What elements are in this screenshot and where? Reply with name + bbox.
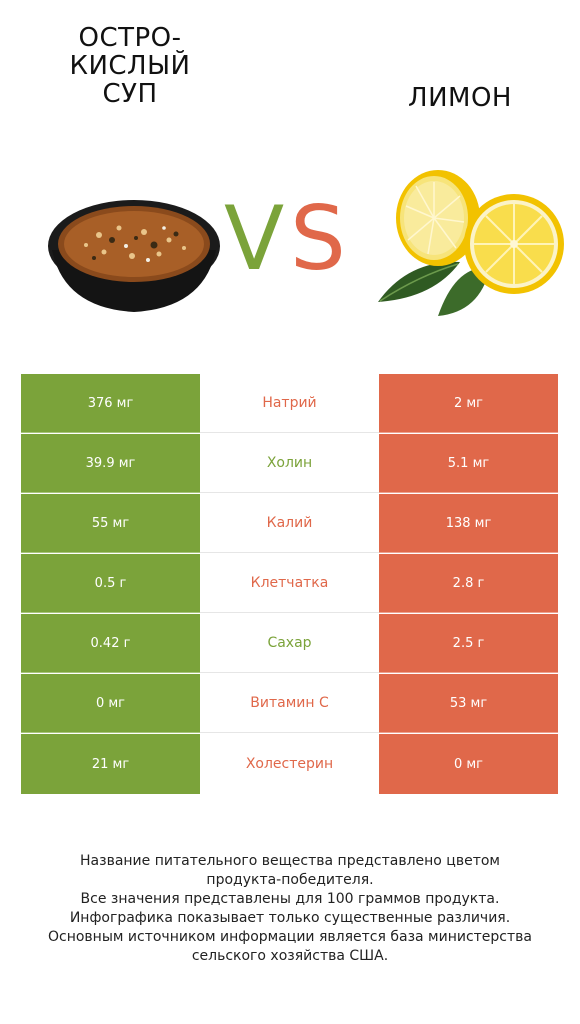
left-value: 21 мг — [21, 734, 200, 794]
left-value: 376 мг — [21, 374, 200, 433]
left-title-line: СУП — [102, 79, 158, 109]
table-row: 0 мг Витамин C 53 мг — [21, 674, 558, 734]
right-value: 2.8 г — [379, 554, 558, 613]
table-row: 0.42 г Сахар 2.5 г — [21, 614, 558, 674]
comparison-table: 376 мг Натрий 2 мг 39.9 мг Холин 5.1 мг 55 мг К… — [21, 374, 558, 794]
right-value: 53 мг — [379, 674, 558, 733]
versus-label: V S — [224, 194, 354, 290]
right-value: 138 мг — [379, 494, 558, 553]
table-row: 21 мг Холестерин 0 мг — [21, 734, 558, 794]
right-title-line: ЛИМОН — [408, 83, 512, 113]
right-value: 5.1 мг — [379, 434, 558, 493]
right-value: 2 мг — [379, 374, 558, 433]
vs-letter-v: V — [224, 187, 285, 290]
soup-bowl-icon — [48, 200, 220, 312]
right-value: 0 мг — [379, 734, 558, 794]
left-product-title: ОСТРО- КИСЛЫЙ СУП — [0, 24, 260, 108]
left-value: 0.5 г — [21, 554, 200, 613]
table-row: 39.9 мг Холин 5.1 мг — [21, 434, 558, 494]
right-product-title: ЛИМОН — [360, 84, 560, 112]
nutrient-name: Калий — [200, 494, 379, 553]
nutrient-name: Витамин C — [200, 674, 379, 733]
left-value: 0.42 г — [21, 614, 200, 673]
footer-note: Название питательного вещества представл… — [20, 852, 560, 966]
lemon-icon — [378, 170, 564, 316]
footer-line: Инфографика показывает только существенн… — [69, 910, 511, 926]
footer-line: продукта-победителя. — [206, 872, 374, 888]
nutrient-name: Холин — [200, 434, 379, 493]
nutrient-name: Натрий — [200, 374, 379, 433]
left-value: 0 мг — [21, 674, 200, 733]
left-value: 55 мг — [21, 494, 200, 553]
footer-line: сельского хозяйства США. — [191, 948, 389, 964]
nutrient-name: Клетчатка — [200, 554, 379, 613]
nutrient-name: Холестерин — [200, 734, 379, 794]
table-row: 376 мг Натрий 2 мг — [21, 374, 558, 434]
footer-line: Основным источником информации является … — [48, 929, 532, 945]
footer-line: Все значения представлены для 100 граммо… — [80, 891, 500, 907]
right-value: 2.5 г — [379, 614, 558, 673]
footer-line: Название питательного вещества представл… — [80, 853, 500, 869]
vs-letter-s: S — [290, 187, 346, 290]
table-row: 0.5 г Клетчатка 2.8 г — [21, 554, 558, 614]
nutrient-name: Сахар — [200, 614, 379, 673]
left-title-line: ОСТРО- — [78, 23, 182, 53]
left-value: 39.9 мг — [21, 434, 200, 493]
table-row: 55 мг Калий 138 мг — [21, 494, 558, 554]
left-title-line: КИСЛЫЙ — [69, 51, 191, 81]
